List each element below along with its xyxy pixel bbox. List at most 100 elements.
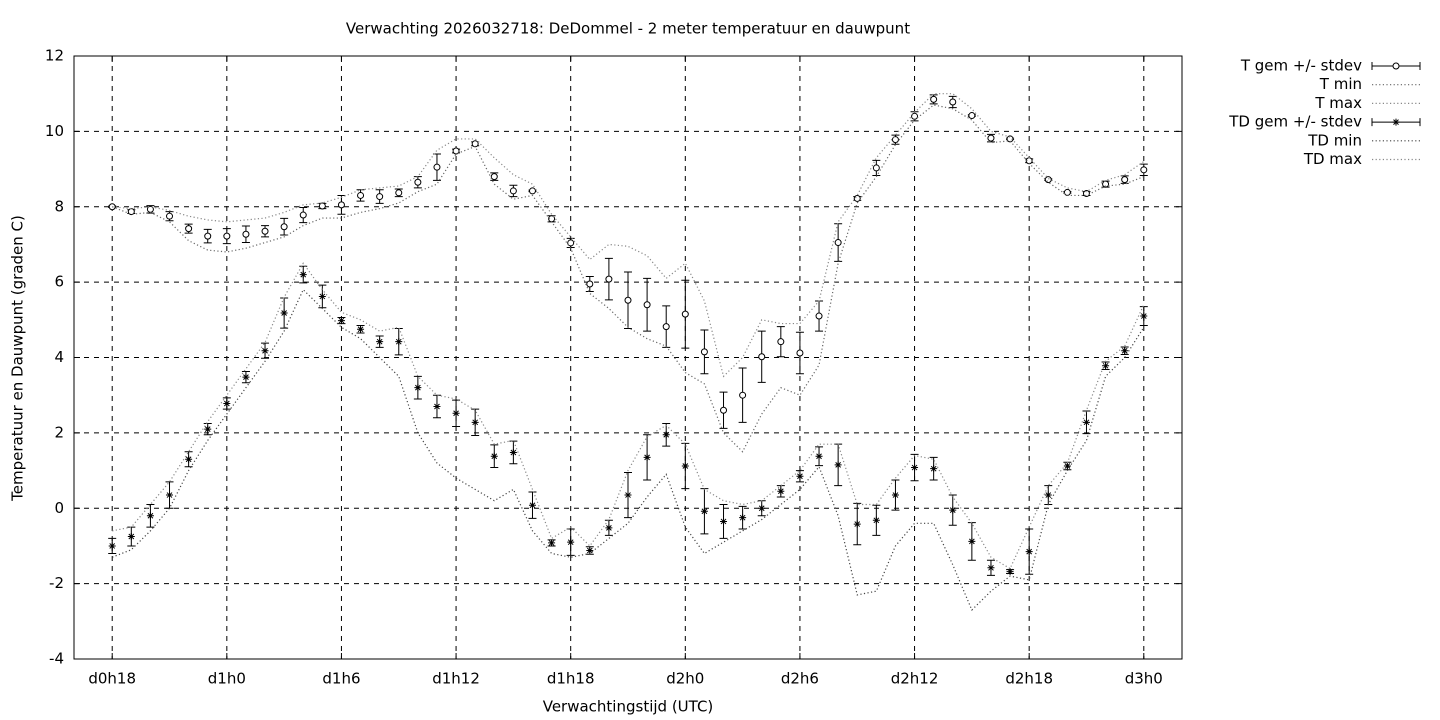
point bbox=[586, 280, 594, 288]
x-tick-label: d1h0 bbox=[208, 670, 246, 688]
point bbox=[357, 325, 365, 333]
point bbox=[643, 453, 651, 461]
x-tick-label: d1h18 bbox=[547, 670, 595, 688]
x-tick-label: d2h12 bbox=[891, 670, 939, 688]
point bbox=[1121, 347, 1129, 355]
y-tick-label: 4 bbox=[54, 348, 64, 366]
point bbox=[720, 517, 728, 525]
point bbox=[834, 239, 842, 247]
point bbox=[204, 425, 212, 433]
legend-marker bbox=[1392, 62, 1400, 70]
y-tick-label: 6 bbox=[54, 273, 64, 291]
point bbox=[949, 98, 957, 106]
point bbox=[1082, 418, 1090, 426]
point bbox=[739, 514, 747, 522]
point bbox=[1082, 190, 1090, 198]
point bbox=[395, 189, 403, 197]
point bbox=[433, 163, 441, 171]
point bbox=[1140, 312, 1148, 320]
point bbox=[1102, 180, 1110, 188]
point bbox=[1006, 135, 1014, 143]
x-tick-label: d0h18 bbox=[88, 670, 136, 688]
point bbox=[223, 399, 231, 407]
y-tick-label: 10 bbox=[45, 122, 64, 140]
x-tick-label: d2h6 bbox=[781, 670, 819, 688]
point bbox=[949, 506, 957, 514]
y-tick-label: -4 bbox=[49, 650, 64, 668]
point bbox=[376, 193, 384, 201]
point bbox=[796, 349, 804, 357]
point bbox=[796, 472, 804, 480]
x-tick-label: d3h0 bbox=[1125, 670, 1163, 688]
legend-label: TD min bbox=[1307, 131, 1362, 149]
legend-label: TD gem +/- stdev bbox=[1228, 113, 1362, 131]
line bbox=[112, 262, 1145, 570]
point bbox=[567, 239, 575, 247]
point bbox=[1063, 188, 1071, 196]
point bbox=[911, 464, 919, 472]
point bbox=[720, 406, 728, 414]
point bbox=[337, 201, 345, 209]
point bbox=[662, 431, 670, 439]
point bbox=[166, 212, 174, 220]
point bbox=[528, 187, 536, 195]
point bbox=[968, 112, 976, 120]
point bbox=[357, 191, 365, 199]
point bbox=[624, 296, 632, 304]
x-tick-label: d1h6 bbox=[322, 670, 360, 688]
point bbox=[414, 384, 422, 392]
point bbox=[853, 520, 861, 528]
point bbox=[624, 491, 632, 499]
point bbox=[567, 538, 575, 546]
point bbox=[834, 461, 842, 469]
legend-label: T max bbox=[1314, 94, 1362, 112]
point bbox=[968, 537, 976, 545]
point bbox=[166, 491, 174, 499]
point bbox=[930, 95, 938, 103]
point bbox=[204, 232, 212, 240]
x-tick-label: d1h12 bbox=[432, 670, 480, 688]
point bbox=[872, 164, 880, 172]
point bbox=[127, 533, 135, 541]
point bbox=[891, 136, 899, 144]
point bbox=[643, 301, 651, 309]
point bbox=[700, 507, 708, 515]
point bbox=[395, 338, 403, 346]
point bbox=[815, 312, 823, 320]
point bbox=[605, 275, 613, 283]
y-tick-label: 8 bbox=[54, 197, 64, 215]
legend-marker bbox=[1392, 118, 1400, 126]
point bbox=[605, 524, 613, 532]
point bbox=[337, 317, 345, 325]
point bbox=[452, 409, 460, 417]
point bbox=[1006, 568, 1014, 576]
point bbox=[509, 448, 517, 456]
point bbox=[548, 539, 556, 547]
point bbox=[433, 402, 441, 410]
point bbox=[376, 338, 384, 346]
point bbox=[299, 211, 307, 219]
point bbox=[261, 227, 269, 235]
point bbox=[586, 546, 594, 554]
x-axis-label: Verwachtingstijd (UTC) bbox=[543, 698, 714, 716]
legend-label: T gem +/- stdev bbox=[1240, 57, 1362, 75]
point bbox=[758, 353, 766, 361]
point bbox=[1044, 176, 1052, 184]
point bbox=[1102, 362, 1110, 370]
y-tick-label: -2 bbox=[49, 574, 64, 592]
point bbox=[299, 271, 307, 279]
chart-title: Verwachting 2026032718: DeDommel - 2 met… bbox=[346, 20, 910, 38]
point bbox=[739, 391, 747, 399]
point bbox=[108, 542, 116, 550]
point bbox=[318, 292, 326, 300]
point bbox=[242, 230, 250, 238]
point bbox=[509, 187, 517, 195]
point bbox=[490, 173, 498, 181]
point bbox=[185, 455, 193, 463]
point bbox=[471, 418, 479, 426]
legend-label: T min bbox=[1319, 75, 1362, 93]
point bbox=[891, 491, 899, 499]
point bbox=[872, 516, 880, 524]
point bbox=[452, 147, 460, 155]
